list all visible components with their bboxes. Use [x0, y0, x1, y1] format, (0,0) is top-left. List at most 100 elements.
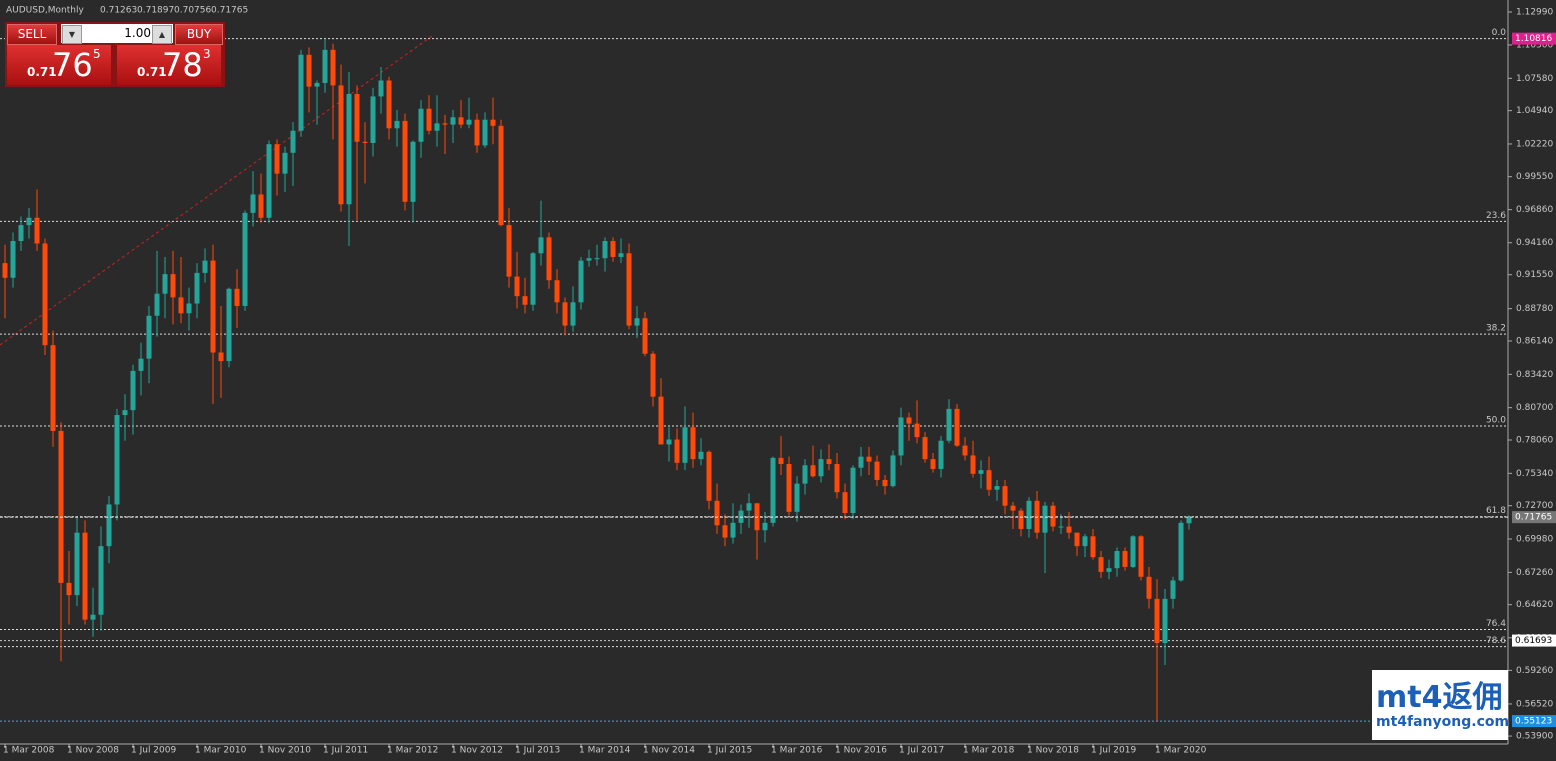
candle-body: [34, 217, 40, 244]
price-line-tag-box: [1512, 634, 1556, 647]
candle-body: [514, 276, 520, 297]
candle-body: [346, 93, 352, 205]
candle-body: [258, 194, 264, 218]
fib-label: 38.2: [1486, 324, 1506, 334]
candle-body: [922, 437, 928, 460]
candle-body: [2, 263, 8, 278]
sell-button[interactable]: SELL: [7, 24, 57, 45]
candle-body: [946, 408, 952, 441]
candle-body: [682, 427, 688, 463]
fib-label: 78.6: [1486, 636, 1506, 646]
ohlc-close: 0.71765: [211, 6, 248, 16]
candle-body: [1050, 505, 1056, 527]
candle-body: [658, 396, 664, 445]
y-tick-label: 0.56520: [1516, 699, 1553, 709]
candle-body: [962, 445, 968, 456]
fib-top-tag: 1.10816: [1515, 34, 1552, 44]
y-tick-label: 0.80700: [1516, 403, 1553, 413]
candle-body: [698, 451, 704, 460]
candle-body: [90, 614, 96, 620]
candle-body: [1138, 536, 1144, 577]
candle-body: [330, 49, 336, 86]
candle-body: [378, 80, 384, 97]
y-tick-label: 0.69980: [1516, 535, 1553, 545]
candle-body: [1170, 580, 1176, 599]
candle-body: [586, 258, 592, 261]
candle-body: [58, 430, 64, 583]
y-tick-label: 0.75340: [1516, 469, 1553, 479]
buy-button[interactable]: BUY: [175, 24, 223, 45]
candle-body: [706, 451, 712, 501]
candle-body: [490, 119, 496, 126]
x-tick-label: 1 Mar 2016: [771, 746, 823, 756]
candle-body: [162, 274, 168, 294]
candle-body: [602, 241, 608, 259]
candle-body: [538, 237, 544, 254]
candle-body: [722, 525, 728, 538]
candle-body: [786, 464, 792, 512]
candle-body: [210, 260, 216, 353]
candle-body: [562, 302, 568, 326]
candle-body: [802, 465, 808, 484]
fib-label: 50.0: [1486, 416, 1506, 426]
ask-price[interactable]: 0.71 78 3: [117, 45, 221, 85]
candle-body: [26, 217, 32, 226]
candle-body: [714, 500, 720, 526]
candle-body: [594, 258, 600, 260]
x-tick-label: 1 Mar 2010: [195, 746, 247, 756]
lot-down[interactable]: ▼: [62, 25, 82, 44]
y-tick-label: 1.04940: [1516, 106, 1553, 116]
x-tick-label: 1 Nov 2014: [643, 746, 695, 756]
candle-body: [882, 479, 888, 487]
candle-body: [842, 492, 848, 514]
candle-body: [762, 522, 768, 531]
ask-small: 0.71: [137, 65, 167, 79]
candle-body: [370, 96, 376, 143]
candle-body: [42, 243, 48, 346]
lot-up[interactable]: ▲: [152, 25, 172, 44]
candle-body: [1106, 568, 1112, 572]
lot-input[interactable]: ▼ 1.00 ▲: [61, 24, 173, 44]
ask-big: 78: [162, 46, 203, 84]
fib-label: 61.8: [1486, 506, 1506, 516]
candle-body: [450, 117, 456, 125]
bid-big: 76: [52, 46, 93, 84]
candle-body: [426, 108, 432, 131]
fib-label: 0.0: [1492, 28, 1507, 38]
candle-body: [114, 415, 120, 505]
candle-body: [154, 293, 160, 316]
y-tick-label: 0.59260: [1516, 666, 1553, 676]
candle-body: [866, 456, 872, 462]
x-tick-label: 1 Nov 2012: [451, 746, 503, 756]
candle-body: [1130, 536, 1136, 567]
candle-body: [10, 241, 16, 278]
x-tick-label: 1 Nov 2016: [835, 746, 887, 756]
candle-body: [546, 237, 552, 281]
candle-body: [778, 457, 784, 465]
bid-pip: 5: [93, 47, 101, 61]
candle-body: [138, 358, 144, 371]
bid-price[interactable]: 0.71 76 5: [7, 45, 111, 85]
candle-body: [226, 288, 232, 362]
candle-body: [530, 253, 536, 305]
candle-body: [1186, 517, 1192, 524]
chart-title: AUDUSD,Monthly: [6, 6, 84, 16]
candle-body: [106, 504, 112, 547]
candle-body: [82, 532, 88, 620]
x-tick-label: 1 Jul 2013: [515, 746, 560, 756]
candle-body: [442, 123, 448, 125]
x-tick-label: 1 Mar 2012: [387, 746, 438, 756]
bid-small: 0.71: [27, 65, 57, 79]
trade-panel: SELL ▼ 1.00 ▲ BUY 0.71 76 5 0.71 78 3: [5, 22, 225, 87]
candle-body: [874, 461, 880, 480]
candle-body: [402, 120, 408, 202]
lot-value: 1.00: [124, 26, 151, 40]
candle-body: [250, 194, 256, 213]
candle-body: [66, 582, 72, 596]
candle-body: [970, 455, 976, 474]
ohlc-high: 0.71897: [137, 6, 174, 16]
candle-body: [818, 459, 824, 477]
x-tick-label: 1 Jul 2017: [899, 746, 944, 756]
candle-body: [634, 318, 640, 326]
